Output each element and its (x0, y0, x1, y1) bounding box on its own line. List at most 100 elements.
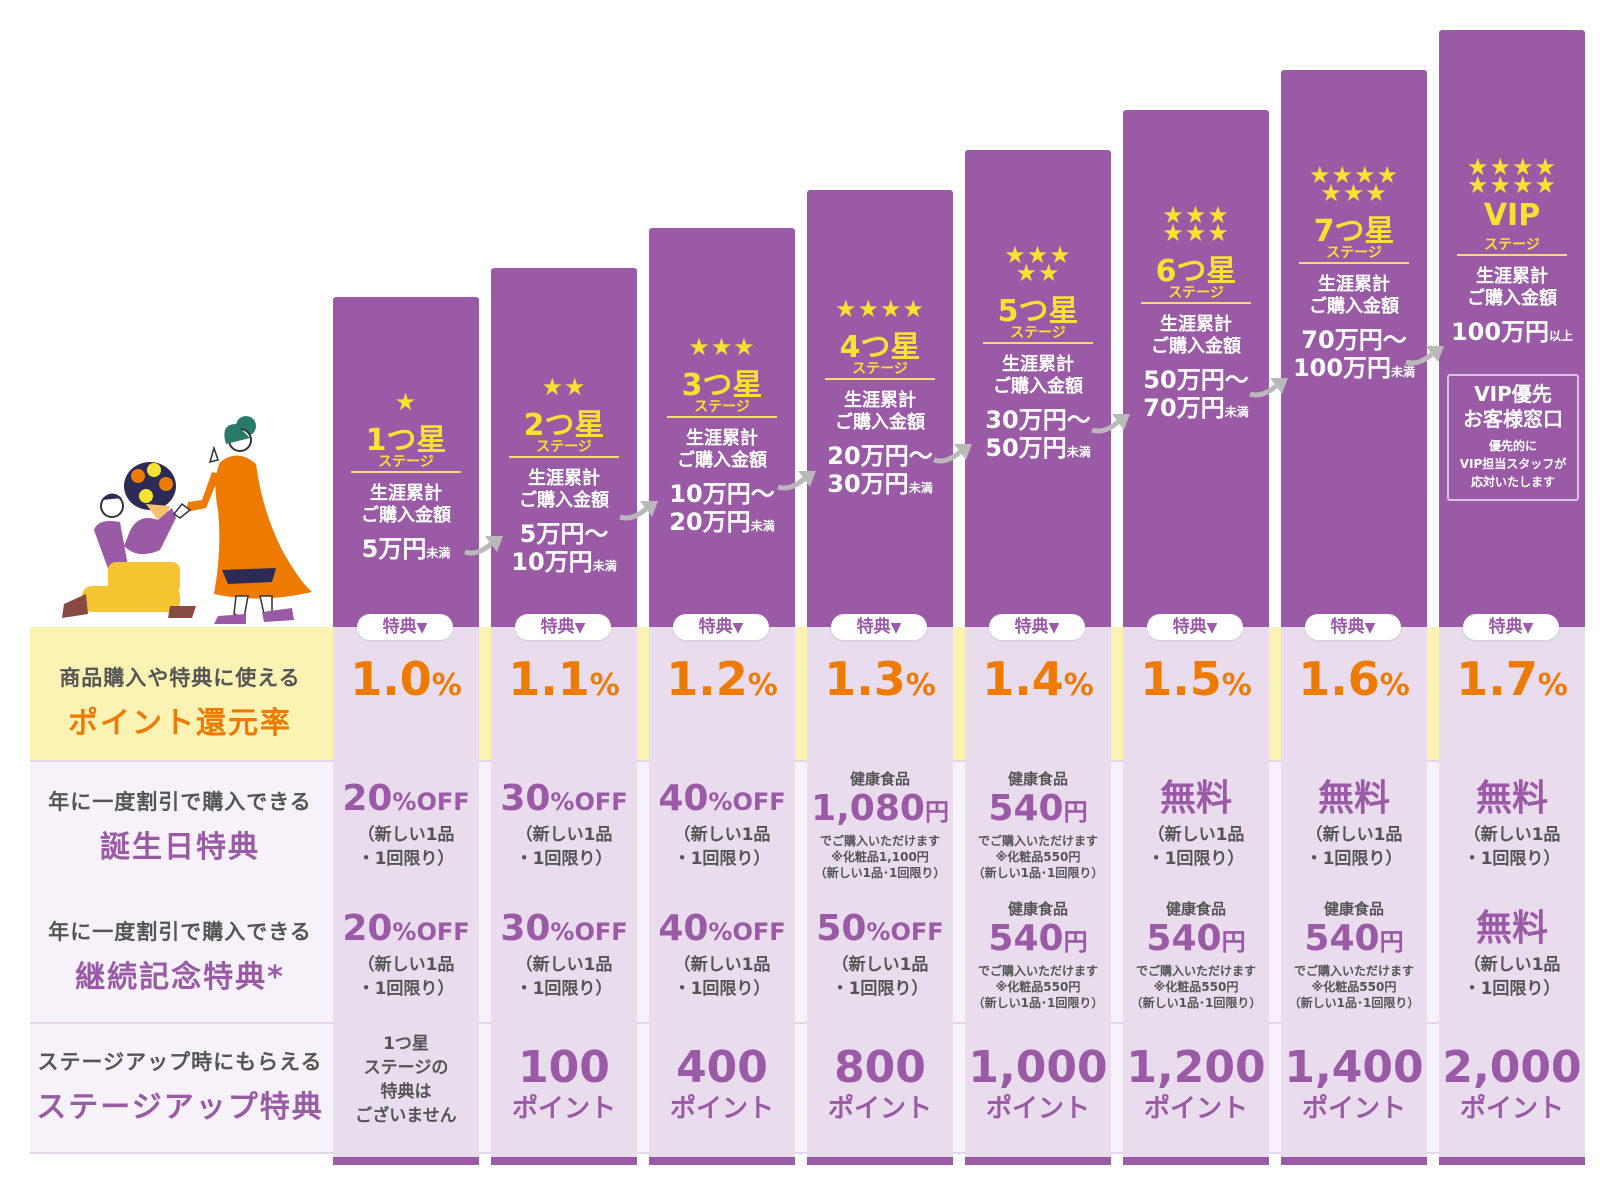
stage-header-block (333, 297, 479, 627)
anniversary-benefit-value: 無料 (1439, 908, 1585, 953)
birthday-benefit-unit: %OFF (392, 788, 470, 816)
stage-body-block (1281, 627, 1427, 1165)
anniversary-benefit-unit: 円 (1379, 928, 1404, 956)
purchase-amount-upper: 50万円未満 (965, 434, 1111, 466)
stage-sub-label: ステージ (694, 399, 750, 415)
birthday-benefit-cell: 無料 （新しい1品 ・1回限り） (1439, 770, 1585, 871)
purchase-amount: 5万円未満 (333, 535, 479, 567)
birthday-benefit-value: 30%OFF (491, 778, 637, 823)
stageup-row-main: ステージアップ特典 (36, 1090, 324, 1125)
benefits-toggle-button[interactable]: 特典▼ (515, 614, 611, 640)
purchase-amount-upper-suffix: 未満 (1391, 365, 1416, 379)
stage-up-arrow-icon (933, 444, 972, 464)
benefits-toggle-button[interactable]: 特典▼ (989, 614, 1085, 640)
vip-priority-window: VIP優先 お客様窓口 優先的に VIP担当スタッフが 応対いたします (1447, 374, 1579, 501)
chevron-down-icon: ▼ (1048, 620, 1060, 636)
anniversary-row-main: 継続記念特典* (75, 960, 285, 995)
cumulative-label: 生涯累計 ご購入金額 (361, 483, 451, 526)
point-rate: 1.0% (333, 652, 479, 706)
stage-stars-icon: ★★★★ ★★★★ (1466, 153, 1558, 199)
benefits-toggle-label: 特典 (698, 617, 733, 637)
point-rate-unit: % (747, 668, 778, 703)
stage-header-block (807, 190, 953, 627)
point-rate-unit: % (1379, 668, 1410, 703)
point-rate: 1.1% (491, 652, 637, 706)
stage-header-block (1281, 70, 1427, 627)
point-rate: 1.4% (965, 652, 1111, 706)
purchase-amount: 50万円～ (1123, 366, 1269, 398)
birthday-benefit-category: 健康食品 (849, 770, 910, 788)
anniversary-benefit-note: （新しい1品 ・1回限り） (515, 955, 613, 999)
stageup-row-sub: ステージアップ時にもらえる (37, 1050, 323, 1074)
stage-sub-label: ステージ (852, 361, 908, 377)
birthday-benefit-unit: 円 (1063, 798, 1088, 826)
anniversary-benefit-unit: 円 (1063, 928, 1088, 956)
anniversary-benefit-unit: 円 (1221, 928, 1246, 956)
anniversary-benefit-cell: 健康食品 540円 でご購入いただけます ※化粧品550円 （新しい1品･1回限り） (965, 900, 1111, 1011)
anniversary-benefit-note: でご購入いただけます ※化粧品550円 （新しい1品･1回限り） (1288, 964, 1420, 1010)
anniversary-benefit-note: でご購入いただけます ※化粧品550円 （新しい1品･1回限り） (1130, 964, 1262, 1010)
point-rate-unit: % (905, 668, 936, 703)
purchase-amount-value: 5万円～ (519, 520, 609, 548)
benefits-toggle-button[interactable]: 特典▼ (673, 614, 769, 640)
benefits-toggle-button[interactable]: 特典▼ (1305, 614, 1401, 640)
chevron-down-icon: ▼ (890, 620, 902, 636)
anniversary-benefit-value: 30%OFF (491, 908, 637, 953)
point-rate: 1.3% (807, 652, 953, 706)
purchase-amount-upper: 70万円未満 (1123, 394, 1269, 426)
benefits-toggle-button[interactable]: 特典▼ (831, 614, 927, 640)
purchase-amount-upper-suffix: 未満 (1066, 445, 1091, 459)
stage-stars-icon: ★★ (541, 373, 587, 401)
stage-up-arrow-icon (1249, 378, 1288, 398)
birthday-benefit-value: 540円 (965, 788, 1111, 833)
anniversary-benefit-cell: 健康食品 540円でご購入いただけます ※化粧品550円 （新しい1品･1回限り） (1281, 900, 1427, 1011)
stage-name: 6つ星 (1155, 254, 1237, 289)
stage-divider (983, 342, 1093, 344)
purchase-amount-value: 70万円～ (1301, 326, 1407, 354)
point-rate-unit: % (589, 668, 620, 703)
benefits-toggle-button[interactable]: 特典▼ (1463, 614, 1559, 640)
benefits-toggle-button[interactable]: 特典▼ (1147, 614, 1243, 640)
chevron-down-icon: ▼ (1364, 620, 1376, 636)
birthday-benefit-amount: 540 (988, 788, 1064, 829)
stageup-points-value: 400 (676, 1042, 768, 1093)
stageup-none-text: 1つ星 ステージの 特典は ございません (355, 1034, 457, 1126)
anniversary-benefit-cell: 40%OFF （新しい1品 ・1回限り） (649, 900, 795, 1001)
anniversary-benefit-category: 健康食品 (1007, 900, 1068, 918)
stage-name: 3つ星 (681, 368, 763, 403)
anniversary-benefit-amount: 540 (1304, 918, 1380, 959)
stage-column: ★★★ ★★★ 6つ星 ステージ 生涯累計 ご購入金額 50万円～ 70万円未満 特典▼ 1.… (1123, 0, 1269, 1165)
birthday-benefit-value: 無料 (1281, 778, 1427, 823)
anniversary-benefit-cell: 20%OFF （新しい1品 ・1回限り） (333, 900, 479, 1001)
birthday-benefit-note: でご購入いただけます ※化粧品1,100円 （新しい1品･1回限り） (814, 834, 946, 880)
stage-name: 5つ星 (997, 294, 1079, 329)
anniversary-benefit-amount: 無料 (1475, 908, 1548, 949)
purchase-amount-value: 100万円 (1450, 318, 1550, 346)
stageup-benefit-cell: 800 ポイント (807, 1038, 953, 1126)
purchase-amount-upper: 10万円未満 (491, 548, 637, 580)
stage-up-arrow-icon (777, 471, 816, 491)
stage-column: ★★★ ★★ 5つ星 ステージ 生涯累計 ご購入金額 30万円～ 50万円未満 特典▼ 1.4… (965, 0, 1111, 1165)
anniversary-benefit-category: 健康食品 (1323, 900, 1384, 918)
stage-body-block (1439, 627, 1585, 1165)
stage-stars-icon: ★★★★ ★★★ (1308, 161, 1400, 207)
chevron-down-icon: ▼ (416, 620, 428, 636)
benefits-toggle-button[interactable]: 特典▼ (357, 614, 453, 640)
birthday-benefit-cell: 無料 （新しい1品 ・1回限り） (1123, 770, 1269, 871)
point-rate-value: 1.0 (350, 652, 432, 706)
anniversary-benefit-unit: %OFF (550, 918, 628, 946)
birthday-benefit-note: （新しい1品 ・1回限り） (1305, 825, 1403, 869)
birthday-benefit-cell: 健康食品 1,080円 でご購入いただけます ※化粧品1,100円 （新しい1品･1… (807, 770, 953, 881)
anniversary-benefit-value: 20%OFF (333, 908, 479, 953)
points-row-main: ポイント還元率 (68, 706, 292, 741)
cumulative-label: 生涯累計 ご購入金額 (1309, 274, 1399, 317)
purchase-amount-value: 10万円～ (669, 480, 775, 508)
purchase-amount-suffix: 未満 (426, 546, 451, 560)
anniversary-benefit-unit: %OFF (866, 918, 944, 946)
stage-stars-icon: ★★★ ★★ (1004, 241, 1072, 287)
birthday-benefit-note: （新しい1品 ・1回限り） (1463, 825, 1561, 869)
anniversary-benefit-value: 540円 (1123, 918, 1269, 963)
stageup-points-unit: ポイント (669, 1094, 774, 1124)
stage-up-arrow-icon (1405, 346, 1444, 366)
stageup-benefit-cell: 1,000 ポイント (965, 1038, 1111, 1126)
